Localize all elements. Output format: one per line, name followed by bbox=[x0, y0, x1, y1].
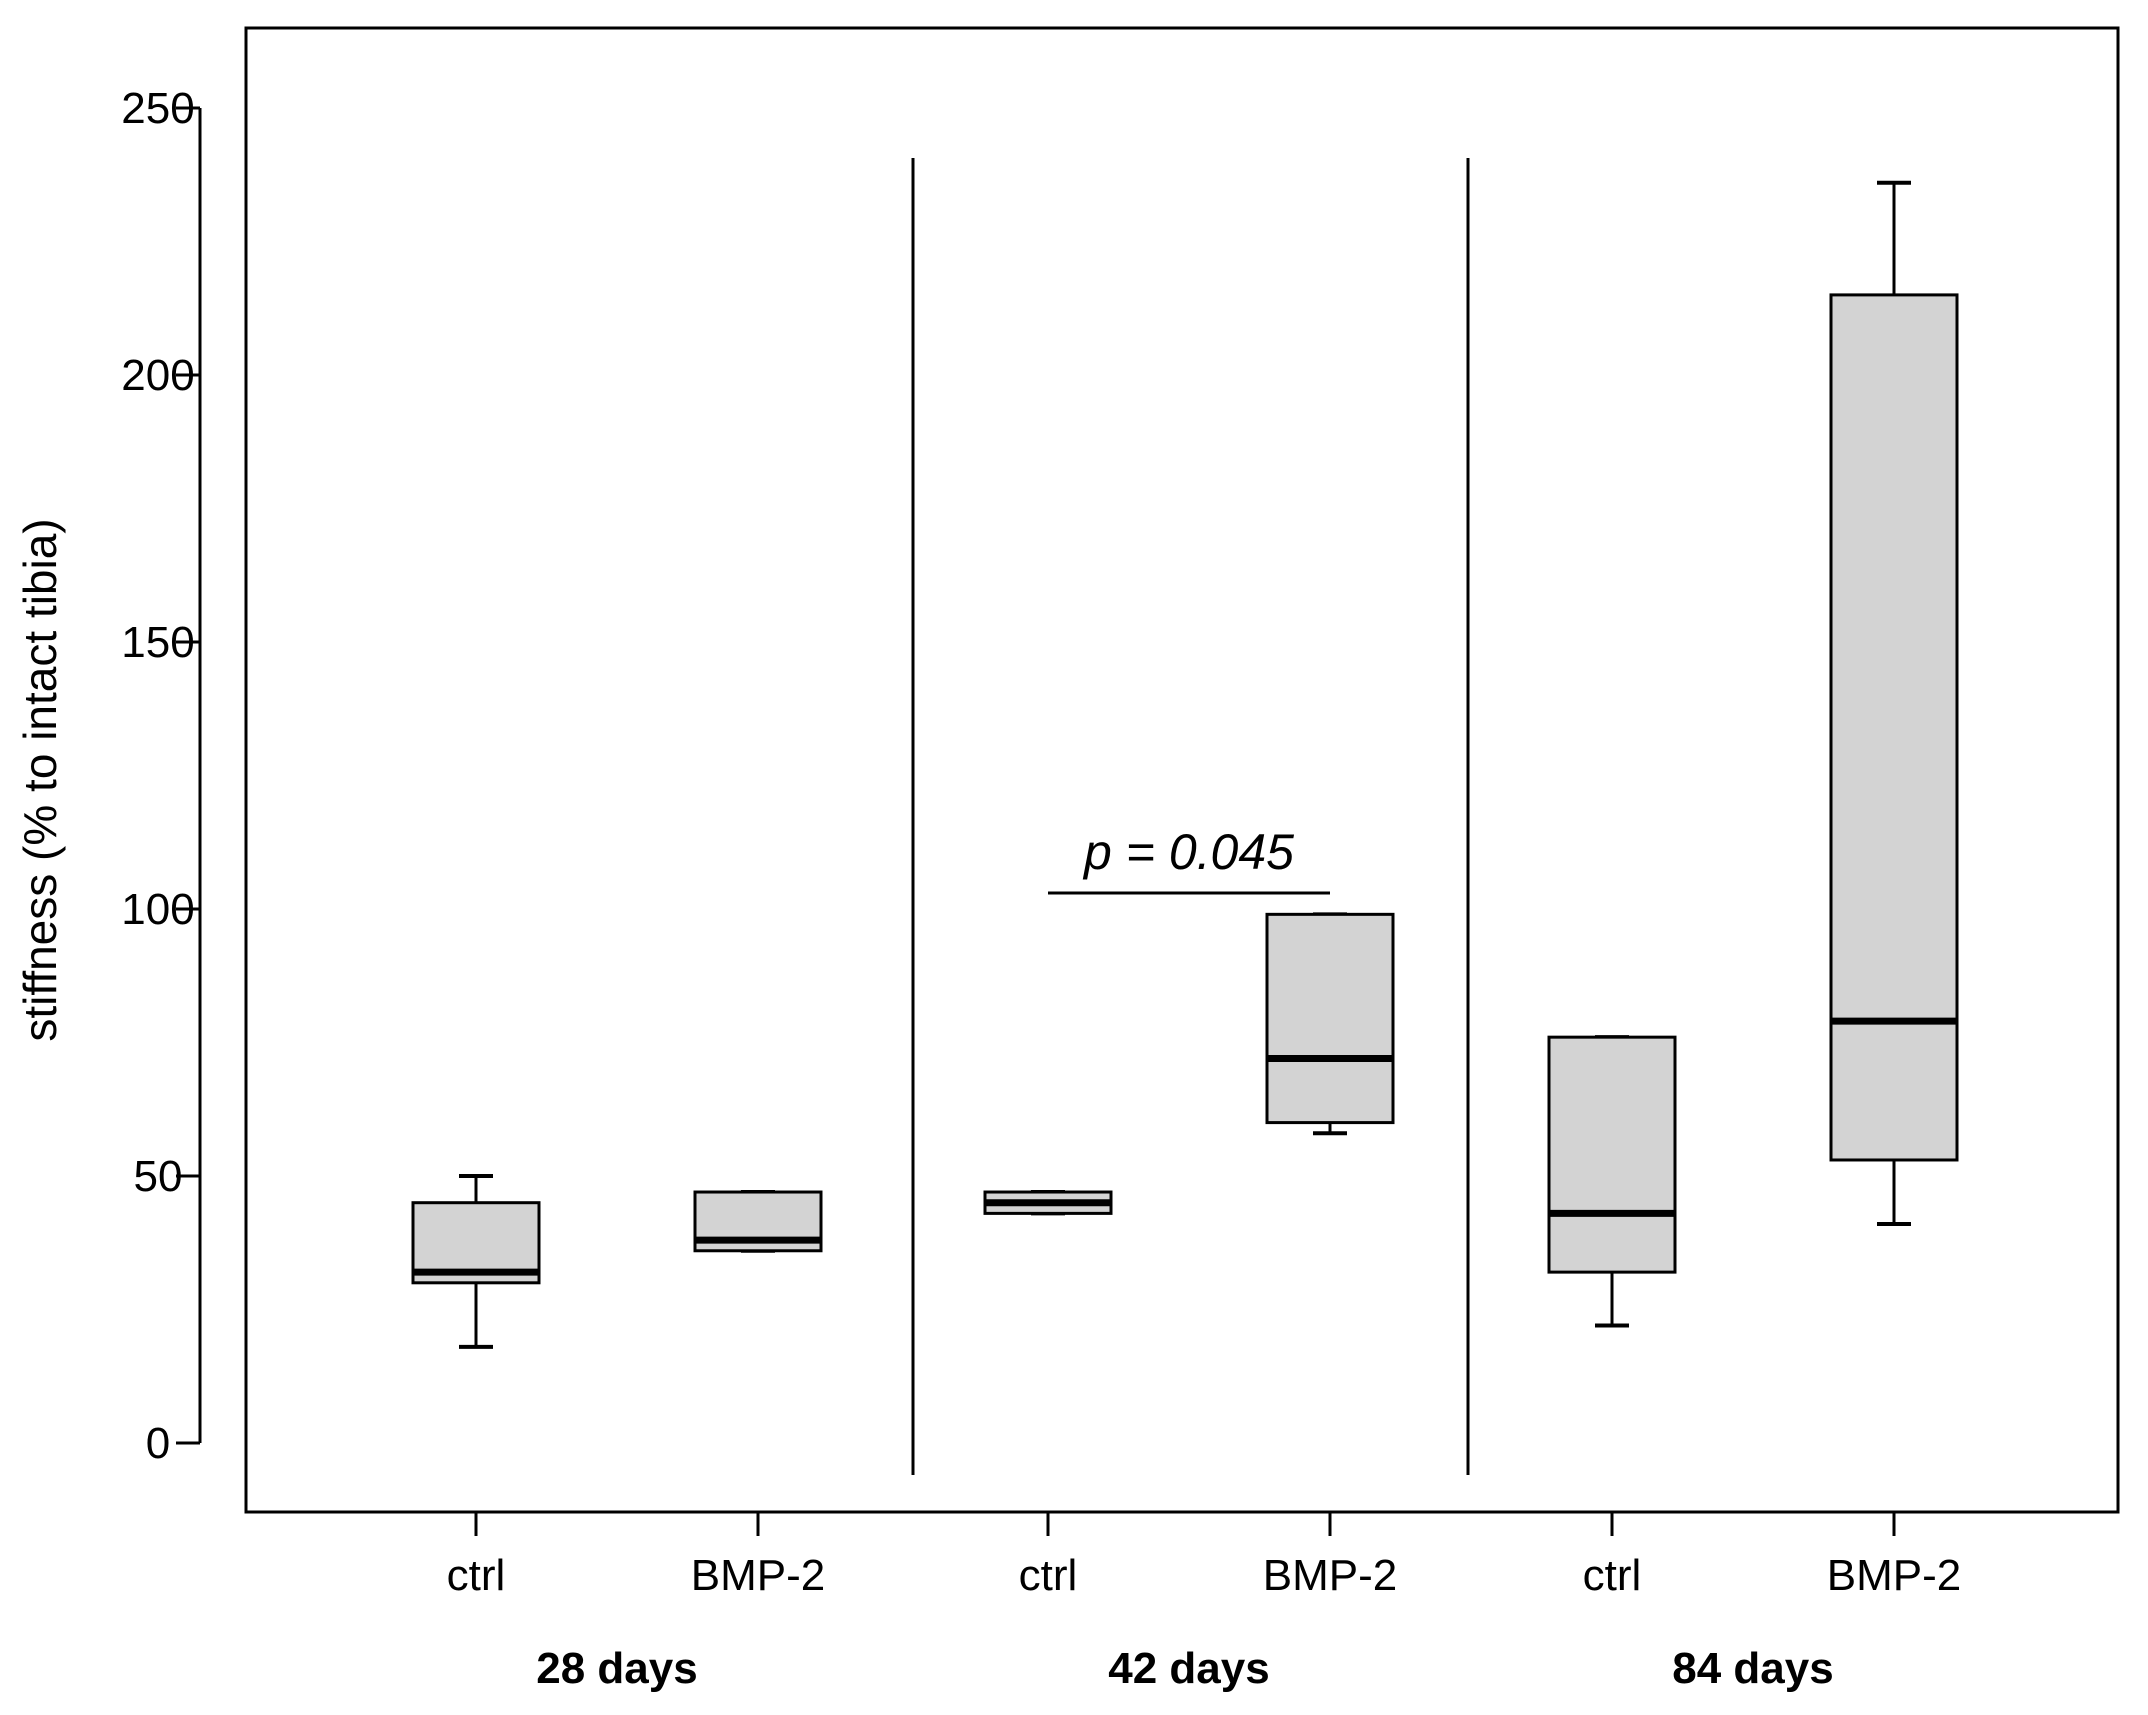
box-bmp-2-42-days bbox=[1265, 912, 1395, 1136]
x-tick-label: BMP-2 bbox=[1827, 1551, 1961, 1600]
y-tick-label: 150 bbox=[121, 618, 194, 667]
iqr-box bbox=[1547, 1035, 1677, 1274]
box-ctrl-42-days bbox=[983, 1190, 1113, 1216]
box-ctrl-28-days bbox=[411, 1174, 541, 1349]
y-tick-label: 250 bbox=[121, 84, 194, 133]
y-tick-label: 100 bbox=[121, 885, 194, 934]
group-label: 28 days bbox=[536, 1644, 697, 1693]
group-label: 42 days bbox=[1108, 1644, 1269, 1693]
box-bmp-2-28-days bbox=[693, 1190, 823, 1253]
x-tick-label: ctrl bbox=[447, 1551, 506, 1600]
x-tick-label: BMP-2 bbox=[691, 1551, 825, 1600]
y-axis: 0 50 100 150 200 250 bbox=[121, 84, 202, 1468]
x-axis: ctrl BMP-2 28 days ctrl BMP-2 42 days ctrl BMP-… bbox=[447, 1510, 1961, 1693]
y-tick-label: 0 bbox=[146, 1419, 170, 1468]
y-axis-label: stiffness (% to intact tibia) bbox=[14, 518, 66, 1041]
group-label: 84 days bbox=[1672, 1644, 1833, 1693]
p-value-label: p = 0.045 bbox=[1082, 824, 1294, 880]
box-bmp-2-84-days bbox=[1829, 180, 1959, 1227]
annotations: p = 0.045 bbox=[1048, 824, 1330, 895]
iqr-box bbox=[1829, 293, 1959, 1162]
group-separators bbox=[911, 158, 1470, 1475]
x-tick-label: BMP-2 bbox=[1263, 1551, 1397, 1600]
iqr-box bbox=[1265, 912, 1395, 1125]
y-tick-label: 50 bbox=[134, 1152, 183, 1201]
box-series bbox=[411, 180, 1959, 1349]
y-tick-label: 200 bbox=[121, 351, 194, 400]
x-tick-label: ctrl bbox=[1019, 1551, 1078, 1600]
box-ctrl-84-days bbox=[1547, 1035, 1677, 1328]
x-tick-label: ctrl bbox=[1583, 1551, 1642, 1600]
